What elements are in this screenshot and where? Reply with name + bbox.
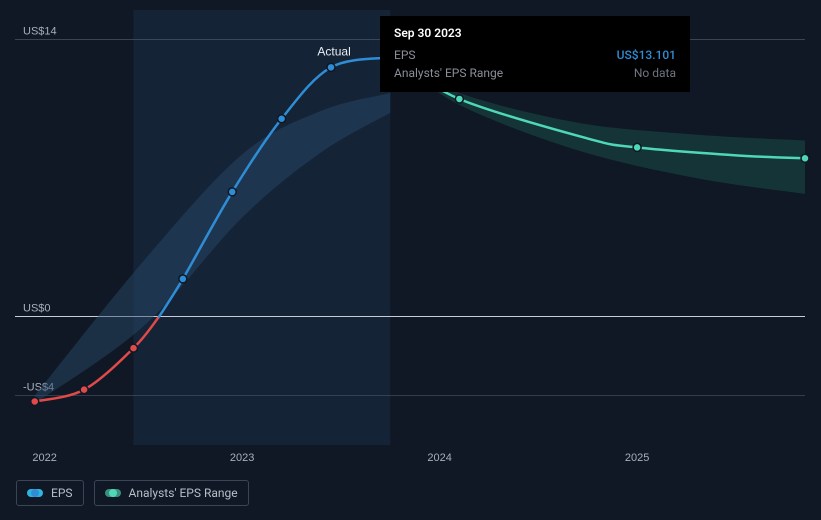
tooltip-row-range: Analysts' EPS Range No data [394,64,676,82]
svg-text:US$0: US$0 [23,302,51,314]
legend-label-range: Analysts' EPS Range [129,486,238,500]
tooltip-date: Sep 30 2023 [394,26,676,40]
svg-text:2023: 2023 [230,452,254,464]
tooltip-eps-label: EPS [394,46,416,64]
tooltip-eps-value: US$13.101 [617,46,676,64]
svg-text:2025: 2025 [625,452,649,464]
legend-item-range[interactable]: Analysts' EPS Range [94,480,249,506]
chart-container: US$14US$0-US$42022202320242025ActualAnal… [0,0,821,520]
tooltip-range-label: Analysts' EPS Range [394,64,503,82]
legend-swatch-eps [27,489,43,497]
svg-text:2024: 2024 [427,452,451,464]
legend-swatch-range [105,489,121,497]
svg-text:2022: 2022 [32,452,56,464]
tooltip-range-value: No data [634,64,676,82]
hover-tooltip: Sep 30 2023 EPS US$13.101 Analysts' EPS … [380,16,690,92]
svg-text:Actual: Actual [317,44,350,58]
legend-item-eps[interactable]: EPS [16,480,84,506]
tooltip-row-eps: EPS US$13.101 [394,46,676,64]
svg-text:US$14: US$14 [23,26,57,38]
legend-label-eps: EPS [51,486,73,500]
chart-legend: EPS Analysts' EPS Range [16,480,249,506]
